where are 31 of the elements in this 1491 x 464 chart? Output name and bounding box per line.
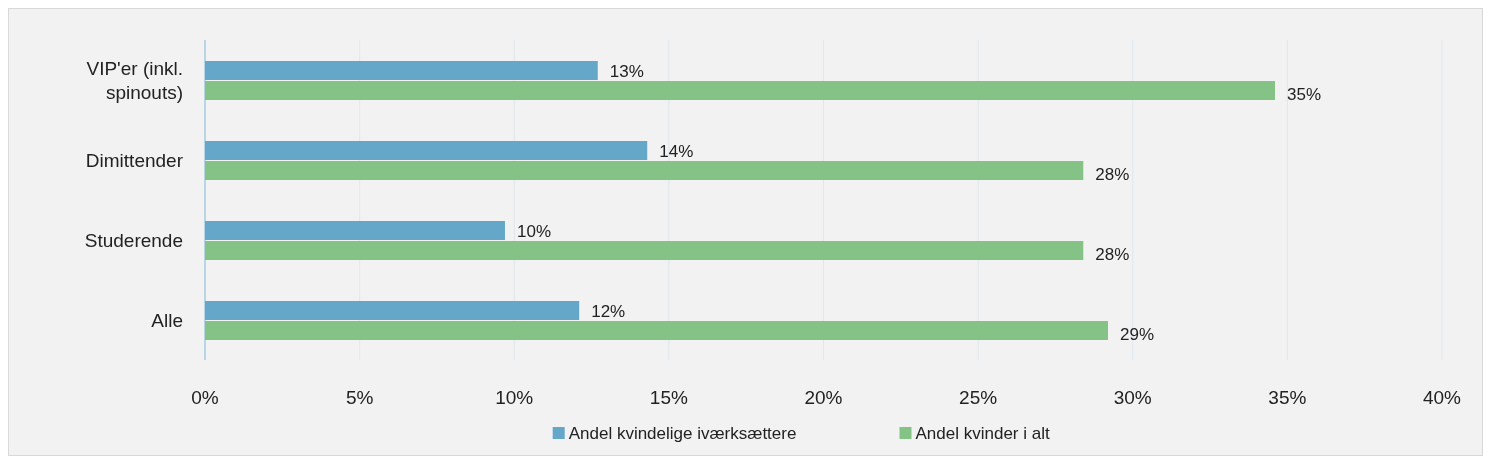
bar <box>205 221 505 240</box>
x-tick-label: 40% <box>1422 387 1462 408</box>
data-label: 14% <box>659 141 694 161</box>
x-tick-label: 15% <box>649 387 688 408</box>
x-tick-label: 0% <box>191 387 219 408</box>
x-tick-label: 25% <box>959 387 998 408</box>
legend-label: Andel kvindelige iværksættere <box>568 424 797 443</box>
x-tick-label: 30% <box>1113 387 1152 408</box>
bar <box>205 241 1084 260</box>
data-label: 13% <box>609 61 644 81</box>
bar <box>205 81 1276 100</box>
data-label: 28% <box>1095 164 1130 184</box>
y-tick-label: Alle <box>151 310 183 331</box>
data-label: 12% <box>591 301 626 321</box>
bar <box>205 161 1084 180</box>
bar <box>205 321 1109 340</box>
legend-label: Andel kvinder i alt <box>915 424 1050 443</box>
x-tick-label: 5% <box>345 387 374 408</box>
bar <box>205 141 648 160</box>
bar <box>205 61 598 80</box>
x-tick-label: 10% <box>495 387 534 408</box>
y-tick-label: Studerende <box>84 230 183 251</box>
y-tick-label: Dimittender <box>85 150 184 171</box>
data-label: 29% <box>1120 324 1155 344</box>
data-label: 28% <box>1095 244 1130 264</box>
x-tick-label: 35% <box>1268 387 1307 408</box>
x-tick-label: 20% <box>804 387 843 408</box>
bar <box>205 301 580 320</box>
data-label: 35% <box>1287 84 1322 104</box>
data-label: 10% <box>516 221 551 241</box>
y-tick-label: VIP'er (inkl. spinouts) <box>86 58 183 103</box>
